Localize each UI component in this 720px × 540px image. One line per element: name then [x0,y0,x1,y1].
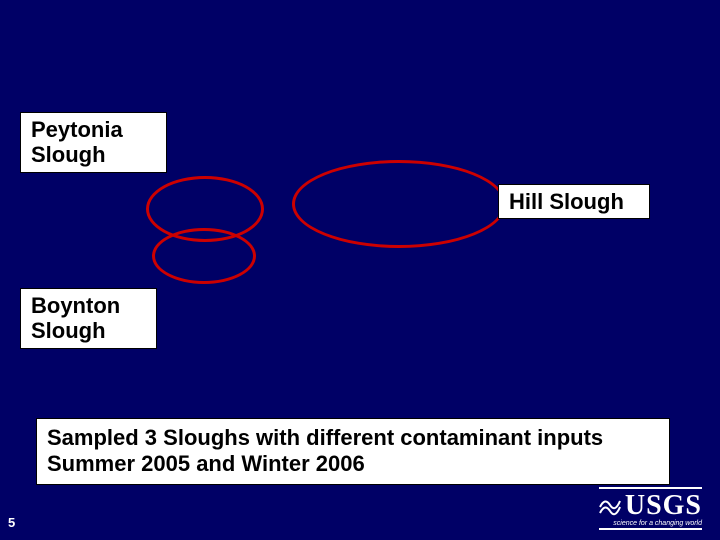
usgs-logo: USGS science for a changing world [599,487,702,530]
label-hill-slough: Hill Slough [498,184,650,219]
page-number: 5 [8,515,15,530]
usgs-logo-text: USGS [625,490,702,522]
usgs-wave-icon [599,493,621,519]
label-peytonia-slough: Peytonia Slough [20,112,167,173]
label-boynton-slough: Boynton Slough [20,288,157,349]
highlight-ellipse [292,160,506,248]
caption-box: Sampled 3 Sloughs with different contami… [36,418,670,485]
highlight-ellipse [152,228,256,284]
usgs-logo-tagline: science for a changing world [613,520,702,527]
